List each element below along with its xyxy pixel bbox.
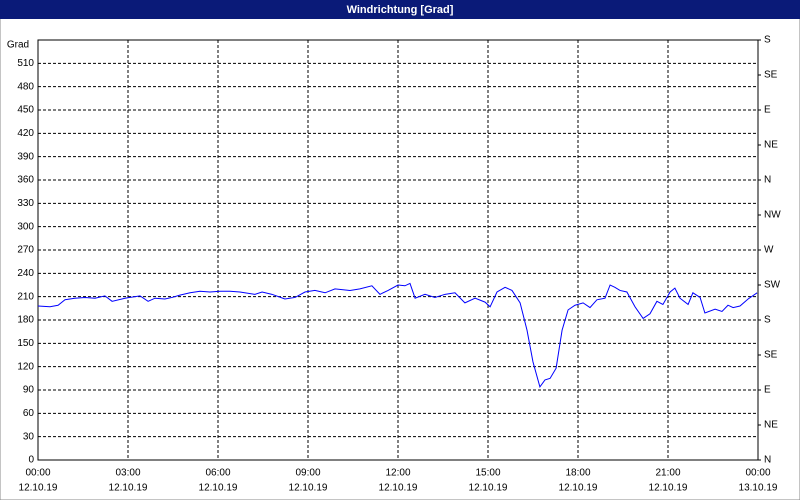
- y-tick-label: 480: [17, 81, 34, 92]
- y-tick-label: 150: [17, 338, 34, 349]
- y-tick-label: 60: [23, 408, 35, 419]
- y2-tick-label: SE: [764, 70, 778, 81]
- x-tick-date: 12.10.19: [109, 483, 148, 494]
- x-tick-label: 12:00: [385, 468, 410, 479]
- x-tick-label: 15:00: [475, 468, 500, 479]
- y2-tick-label: S: [764, 315, 771, 326]
- title-bar: [0, 0, 800, 19]
- x-tick-label: 00:00: [745, 468, 770, 479]
- y-tick-label: 510: [17, 58, 34, 69]
- x-tick-date: 12.10.19: [289, 483, 328, 494]
- x-tick-label: 03:00: [115, 468, 140, 479]
- y2-tick-label: E: [764, 385, 771, 396]
- y2-tick-label: E: [764, 105, 771, 116]
- y-tick-label: 90: [23, 385, 35, 396]
- x-tick-label: 18:00: [565, 468, 590, 479]
- x-tick-date: 12.10.19: [469, 483, 508, 494]
- y-tick-label: 360: [17, 175, 34, 186]
- y2-tick-label: SW: [764, 280, 781, 291]
- x-tick-label: 06:00: [205, 468, 230, 479]
- y-tick-label: 420: [17, 128, 34, 139]
- y-tick-label: 450: [17, 105, 34, 116]
- y2-tick-label: N: [764, 455, 771, 466]
- y-tick-label: 210: [17, 291, 34, 302]
- y-tick-label: 30: [23, 431, 35, 442]
- y-axis-label: Grad: [7, 40, 29, 51]
- y2-tick-label: NE: [764, 140, 778, 151]
- y-tick-label: 390: [17, 151, 34, 162]
- x-tick-date: 13.10.19: [739, 483, 778, 494]
- y2-tick-label: NE: [764, 420, 778, 431]
- y2-tick-label: SE: [764, 350, 778, 361]
- y2-tick-label: NW: [764, 210, 781, 221]
- x-tick-label: 21:00: [655, 468, 680, 479]
- data-line: [37, 282, 758, 389]
- y2-tick-label: S: [764, 35, 771, 46]
- x-tick-date: 12.10.19: [379, 483, 418, 494]
- x-tick-date: 12.10.19: [559, 483, 598, 494]
- y-tick-label: 0: [28, 455, 34, 466]
- y-tick-label: 180: [17, 315, 34, 326]
- x-tick-label: 00:00: [25, 468, 50, 479]
- y-tick-label: 270: [17, 245, 34, 256]
- x-tick-label: 09:00: [295, 468, 320, 479]
- x-tick-date: 12.10.19: [199, 483, 238, 494]
- x-tick-date: 12.10.19: [649, 483, 688, 494]
- y-tick-label: 300: [17, 221, 34, 232]
- y2-tick-label: N: [764, 175, 771, 186]
- y-tick-label: 240: [17, 268, 34, 279]
- y-tick-label: 330: [17, 198, 34, 209]
- y2-tick-label: W: [764, 245, 774, 256]
- y-tick-label: 120: [17, 361, 34, 372]
- x-tick-date: 12.10.19: [19, 483, 58, 494]
- chart-title: Windrichtung [Grad]: [347, 4, 454, 16]
